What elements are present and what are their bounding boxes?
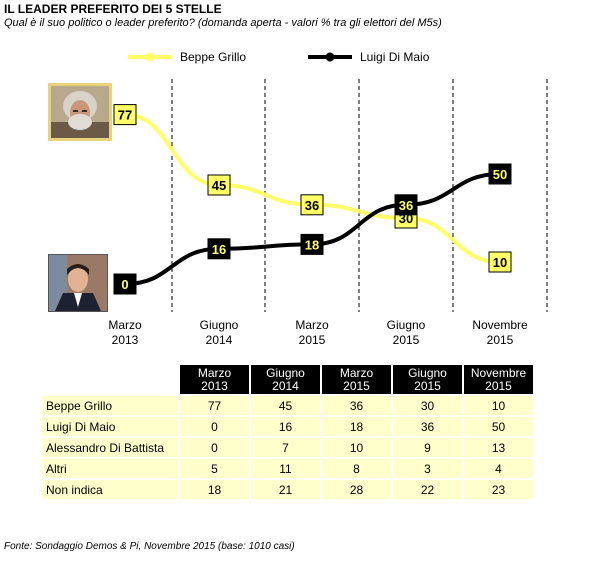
data-label: 36: [305, 198, 319, 213]
table-cell: 0: [180, 438, 249, 457]
table-cell: 4: [464, 459, 533, 478]
x-tick-label: Giugno: [387, 318, 426, 332]
table-cell: 18: [322, 417, 391, 436]
table-cell: 50: [464, 417, 533, 436]
table-corner: [42, 365, 178, 394]
data-label-box: [207, 174, 231, 196]
table-row: Beppe Grillo 77 45 36 30 10: [42, 396, 533, 415]
table-col-header: Giugno 2014: [251, 365, 320, 394]
table-cell: 18: [180, 480, 249, 499]
data-label-box: [488, 251, 512, 273]
data-label-box: [488, 163, 512, 185]
table-row-label: Beppe Grillo: [42, 396, 178, 415]
table-cell: 10: [322, 438, 391, 457]
data-label-box: [300, 194, 324, 216]
table-col-header: Marzo 2015: [322, 365, 391, 394]
table-cell: 28: [322, 480, 391, 499]
table-cell: 11: [251, 459, 320, 478]
table-cell: 30: [393, 396, 462, 415]
table-cell: 0: [180, 417, 249, 436]
table-cell: 16: [251, 417, 320, 436]
table-row-label: Luigi Di Maio: [42, 417, 178, 436]
table-cell: 13: [464, 438, 533, 457]
x-tick-label: Giugno: [200, 318, 239, 332]
table-header-row: Marzo 2013 Giugno 2014 Marzo 2015 Giugno 201…: [42, 365, 533, 394]
table-cell: 77: [180, 396, 249, 415]
beppe-grillo-photo: [48, 83, 112, 141]
data-label: 77: [118, 108, 132, 123]
data-label-box: [113, 273, 137, 295]
x-tick-label: 2014: [206, 333, 233, 347]
table-row: Altri 5 11 8 3 4: [42, 459, 533, 478]
chart-subtitle: Qual è il suo politico o leader preferit…: [4, 17, 442, 29]
table-col-header: Novembre 2015: [464, 365, 533, 394]
table-row: Alessandro Di Battista 0 7 10 9 13: [42, 438, 533, 457]
table-col-header: Giugno 2015: [393, 365, 462, 394]
data-label-box: [207, 238, 231, 260]
legend-marker: [145, 52, 155, 62]
table-row-label: Altri: [42, 459, 178, 478]
luigi-di-maio-photo: [48, 254, 108, 312]
table-row: Non indica 18 21 28 22 23: [42, 480, 533, 499]
table-cell: 22: [393, 480, 462, 499]
table-row-label: Alessandro Di Battista: [42, 438, 178, 457]
table-cell: 5: [180, 459, 249, 478]
table-cell: 23: [464, 480, 533, 499]
x-tick-label: Marzo: [295, 318, 329, 332]
x-tick-label: 2015: [393, 333, 420, 347]
table-row: Luigi Di Maio 0 16 18 36 50: [42, 417, 533, 436]
x-tick-label: Novembre: [472, 318, 528, 332]
legend-label: Luigi Di Maio: [360, 50, 430, 64]
data-label-box: [394, 194, 418, 216]
table-cell: 21: [251, 480, 320, 499]
series-line: [124, 172, 501, 286]
table-cell: 10: [464, 396, 533, 415]
data-label: 36: [399, 198, 413, 213]
data-label: 10: [493, 255, 507, 270]
x-tick-label: 2013: [112, 333, 139, 347]
data-label: 18: [305, 237, 319, 252]
data-label: 0: [121, 277, 128, 292]
table-cell: 9: [393, 438, 462, 457]
table-cell: 36: [393, 417, 462, 436]
legend-label: Beppe Grillo: [180, 50, 246, 64]
data-label-box: [113, 104, 137, 126]
table-row-label: Non indica: [42, 480, 178, 499]
table-cell: 8: [322, 459, 391, 478]
table-cell: 3: [393, 459, 462, 478]
legend-marker: [325, 52, 335, 62]
data-label-box: [300, 233, 324, 255]
data-label: 16: [212, 242, 226, 257]
chart-title: IL LEADER PREFERITO DEI 5 STELLE: [4, 2, 222, 16]
table-cell: 7: [251, 438, 320, 457]
x-tick-label: 2015: [299, 333, 326, 347]
data-label: 50: [493, 167, 507, 182]
source-note: Fonte: Sondaggio Demos & Pi, Novembre 20…: [4, 541, 295, 552]
data-label: 45: [212, 178, 226, 193]
x-tick-label: Marzo: [108, 318, 142, 332]
table-cell: 45: [251, 396, 320, 415]
table-col-header: Marzo 2013: [180, 365, 249, 394]
data-table: Marzo 2013 Giugno 2014 Marzo 2015 Giugno 201…: [40, 363, 535, 501]
table-cell: 36: [322, 396, 391, 415]
x-tick-label: 2015: [487, 333, 514, 347]
